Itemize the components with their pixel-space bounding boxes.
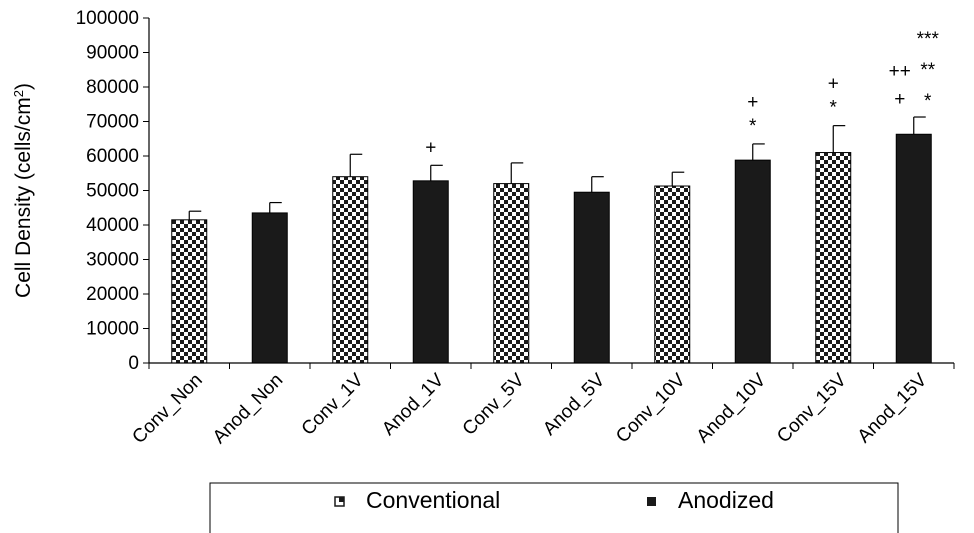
x-tick-label: Anod_5V xyxy=(539,369,609,439)
bars xyxy=(171,133,932,364)
legend: Conventional Anodized xyxy=(209,482,899,533)
x-tick-label: Conv_5V xyxy=(459,369,529,439)
y-tick-label: 90000 xyxy=(86,43,139,64)
x-tick-label: Anod_1V xyxy=(378,369,448,439)
x-tick-label: Anod_15V xyxy=(854,369,932,447)
bar-Anod_1V xyxy=(412,180,449,364)
x-tick-label: Conv_1V xyxy=(298,369,368,439)
y-tick-label: 20000 xyxy=(86,284,139,305)
bar-Anod_5V xyxy=(573,191,610,364)
legend-swatch-conventional-fill xyxy=(339,497,344,502)
annotation-mark: + xyxy=(828,74,839,95)
x-tick-label: Conv_10V xyxy=(612,369,690,447)
annotation-mark: *** xyxy=(917,29,940,50)
bar-Conv_1V xyxy=(332,176,369,364)
error-bars xyxy=(188,116,926,220)
y-tick-label: 60000 xyxy=(86,146,139,167)
bar-Anod_15V xyxy=(895,133,932,364)
x-tick-label: Anod_10V xyxy=(693,369,771,447)
annotation-mark: ** xyxy=(920,60,935,81)
bar-Conv_5V xyxy=(493,183,530,364)
y-tick-label: 10000 xyxy=(86,319,139,340)
bar-Anod_10V xyxy=(734,159,771,364)
y-tick-label: 70000 xyxy=(86,112,139,133)
y-tick-label: 0 xyxy=(128,353,139,374)
y-tick-label: 40000 xyxy=(86,215,139,236)
y-tick-label: 100000 xyxy=(76,8,139,29)
annotation-mark: * xyxy=(924,91,932,112)
y-axis-title-prefix: Cell Density (cells/cm xyxy=(12,97,35,298)
annotation-mark: + xyxy=(425,137,436,158)
bar-Anod_Non xyxy=(251,212,288,364)
annotation-mark: + xyxy=(747,92,758,113)
y-axis-ticks: 0 10000 20000 30000 40000 50000 60000 70000 8000… xyxy=(76,8,149,374)
y-axis-title: Cell Density (cells/cm2) xyxy=(11,83,36,298)
bar-Conv_10V xyxy=(654,185,691,364)
x-tick-label: Anod_Non xyxy=(209,370,287,448)
legend-label-anodized: Anodized xyxy=(678,487,774,513)
bar-Conv_Non xyxy=(171,219,208,364)
y-tick-label: 30000 xyxy=(86,250,139,271)
annotation-mark: * xyxy=(830,98,838,119)
y-axis-title-suffix: ) xyxy=(12,83,35,90)
annotation-mark: ++ xyxy=(889,61,911,82)
annotation-mark: * xyxy=(749,116,757,137)
y-axis-title-superscript: 2 xyxy=(11,90,26,97)
axes xyxy=(148,18,954,364)
y-tick-label: 80000 xyxy=(86,77,139,98)
y-axis-label: Cell Density (cells/cm2) xyxy=(11,83,36,298)
significance-annotations: ++*+*+++****** xyxy=(425,29,939,158)
y-tick-label: 50000 xyxy=(86,181,139,202)
legend-swatch-anodized xyxy=(647,497,656,506)
legend-box xyxy=(209,482,899,533)
annotation-mark: + xyxy=(894,89,905,110)
legend-label-conventional: Conventional xyxy=(366,487,500,513)
x-tick-label: Conv_Non xyxy=(128,370,206,448)
bar-Conv_15V xyxy=(815,152,852,364)
x-tick-label: Conv_15V xyxy=(773,369,851,447)
x-axis-ticks: Conv_Non Anod_Non Conv_1V Anod_1V Conv_5V Ano… xyxy=(128,363,955,448)
